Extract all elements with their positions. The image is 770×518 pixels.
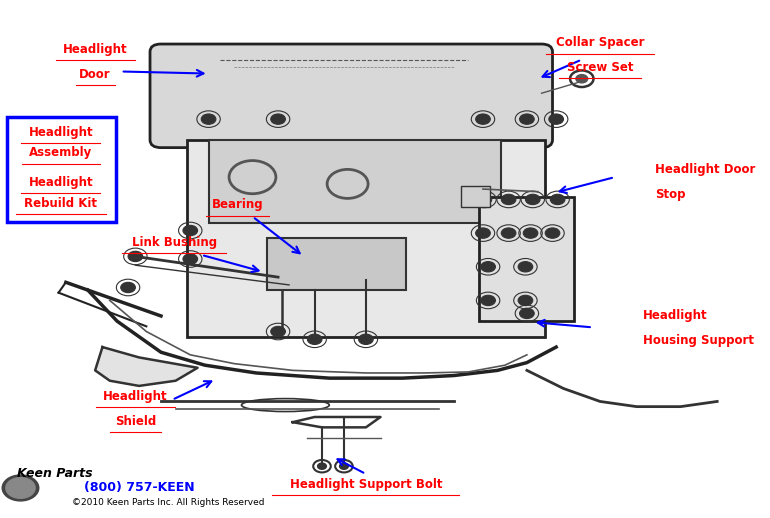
Circle shape xyxy=(480,295,495,306)
Ellipse shape xyxy=(242,399,330,412)
Circle shape xyxy=(501,228,516,238)
Text: Headlight: Headlight xyxy=(28,125,93,139)
Circle shape xyxy=(183,254,198,264)
Circle shape xyxy=(121,282,136,293)
Circle shape xyxy=(128,251,142,262)
Circle shape xyxy=(2,475,38,501)
Circle shape xyxy=(525,194,540,205)
Circle shape xyxy=(271,275,286,285)
Text: Door: Door xyxy=(79,67,111,81)
Circle shape xyxy=(317,463,326,469)
FancyBboxPatch shape xyxy=(480,197,574,321)
Circle shape xyxy=(576,75,588,83)
Circle shape xyxy=(300,275,315,285)
Circle shape xyxy=(524,228,538,238)
Text: Assembly: Assembly xyxy=(29,146,92,160)
Text: Rebuild Kit: Rebuild Kit xyxy=(24,196,97,210)
Text: Keen Parts: Keen Parts xyxy=(17,467,92,481)
Circle shape xyxy=(359,274,373,284)
Text: (800) 757-KEEN: (800) 757-KEEN xyxy=(84,481,194,495)
Text: ©2010 Keen Parts Inc. All Rights Reserved: ©2010 Keen Parts Inc. All Rights Reserve… xyxy=(72,498,265,507)
FancyBboxPatch shape xyxy=(150,44,553,148)
Circle shape xyxy=(298,252,317,266)
Text: Link Bushing: Link Bushing xyxy=(132,236,216,249)
Circle shape xyxy=(551,194,565,205)
Text: Shield: Shield xyxy=(115,414,156,428)
FancyBboxPatch shape xyxy=(209,140,501,223)
Circle shape xyxy=(271,114,286,124)
Text: Headlight Support Bolt: Headlight Support Bolt xyxy=(290,478,442,491)
Text: Housing Support: Housing Support xyxy=(642,334,754,348)
Text: Collar Spacer: Collar Spacer xyxy=(556,36,644,49)
Circle shape xyxy=(480,262,495,272)
Circle shape xyxy=(545,228,560,238)
Text: Screw Set: Screw Set xyxy=(567,61,634,74)
Circle shape xyxy=(520,114,534,124)
Circle shape xyxy=(183,225,198,236)
Circle shape xyxy=(6,478,35,498)
Circle shape xyxy=(518,262,533,272)
Circle shape xyxy=(520,308,534,319)
Circle shape xyxy=(201,114,216,124)
Polygon shape xyxy=(95,347,198,386)
Text: Headlight: Headlight xyxy=(63,42,128,56)
Text: Stop: Stop xyxy=(655,188,685,202)
Circle shape xyxy=(518,295,533,306)
Text: Headlight Door: Headlight Door xyxy=(655,163,755,177)
Text: Headlight: Headlight xyxy=(28,176,93,189)
Circle shape xyxy=(476,228,490,238)
Circle shape xyxy=(271,326,286,337)
FancyBboxPatch shape xyxy=(461,186,490,207)
Circle shape xyxy=(477,194,492,205)
Text: Headlight: Headlight xyxy=(103,390,168,403)
Circle shape xyxy=(501,194,516,205)
Text: Bearing: Bearing xyxy=(212,198,263,211)
Circle shape xyxy=(359,334,373,344)
Circle shape xyxy=(476,114,490,124)
Circle shape xyxy=(307,334,322,344)
FancyBboxPatch shape xyxy=(8,117,115,222)
FancyBboxPatch shape xyxy=(267,238,406,290)
FancyBboxPatch shape xyxy=(186,140,545,337)
Text: Headlight: Headlight xyxy=(642,309,707,323)
Circle shape xyxy=(340,463,348,469)
Circle shape xyxy=(549,114,564,124)
